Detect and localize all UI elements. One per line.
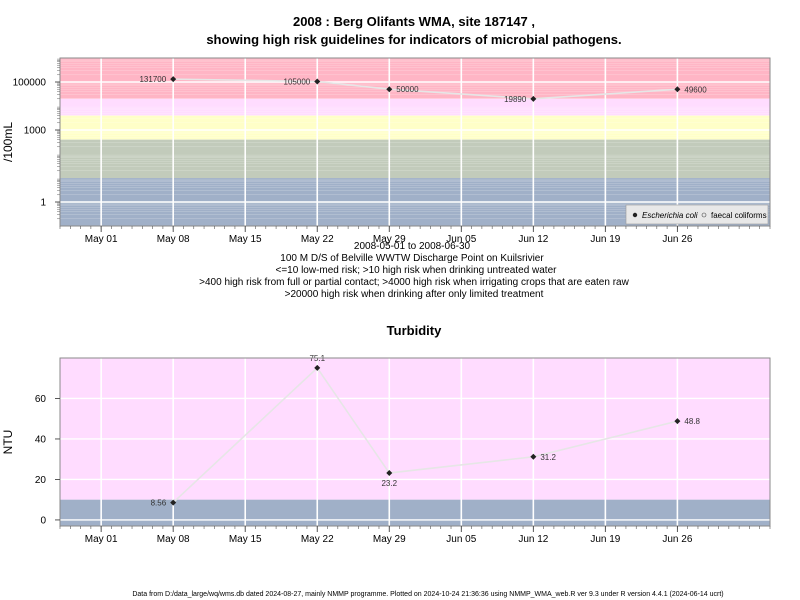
chart1-site-description: 100 M D/S of Belville WWTW Discharge Poi…	[280, 253, 544, 264]
chart1-axes: May 01 May 08 May 15 May 22 May 29 Jun 05 Jun …	[13, 58, 771, 245]
data-point	[530, 95, 537, 102]
data-label: 23.2	[381, 479, 397, 488]
chart1-guideline-3: >20000 high risk when drinking after onl…	[285, 289, 544, 300]
x-tick-label: Jun 26	[662, 234, 692, 245]
x-tick-label: Jun 12	[518, 234, 548, 245]
data-label: 50000	[396, 85, 419, 94]
x-tick-label: May 08	[157, 534, 190, 545]
x-tick-label: May 29	[373, 534, 406, 545]
x-tick-label: May 01	[85, 534, 118, 545]
data-point	[170, 76, 177, 83]
chart2-ylabel: NTU	[1, 430, 15, 455]
x-tick-label: May 15	[229, 534, 262, 545]
data-label: 49600	[684, 85, 707, 94]
legend-faecal-label: faecal coliforms	[711, 211, 767, 220]
chart1-subtitle: showing high risk guidelines for indicat…	[206, 32, 621, 47]
x-tick-label: Jun 05	[446, 534, 476, 545]
band-3	[60, 139, 770, 178]
band-2	[60, 115, 770, 140]
chart2-frame	[59, 357, 771, 527]
x-tick-label: Jun 19	[590, 534, 620, 545]
chart1-ylabel: /100mL	[1, 122, 15, 162]
y-tick-label: 100000	[13, 78, 47, 89]
data-point	[314, 78, 321, 85]
data-label: 48.8	[684, 417, 700, 426]
y-tick-label: 1	[40, 198, 46, 209]
data-label: 105000	[284, 77, 311, 86]
x-tick-label: May 15	[229, 234, 262, 245]
y-tick-label: 60	[35, 394, 47, 405]
x-tick-label: Jun 12	[518, 534, 548, 545]
y-tick-label: 20	[35, 475, 47, 486]
chart1-title: 2008 : Berg Olifants WMA, site 187147 ,	[293, 14, 535, 29]
band-1	[60, 499, 770, 526]
chart1-guideline-2: >400 high risk from full or partial cont…	[199, 277, 629, 288]
legend-faecal-marker	[701, 212, 707, 218]
data-point	[386, 469, 393, 476]
band-0	[60, 358, 770, 500]
footer-note: Data from D:/data_large/wq/wms.db dated …	[132, 591, 723, 598]
chart2-axes: May 01 May 08 May 15 May 22 May 29 Jun 05 Jun …	[35, 394, 771, 545]
chart1-date-range: 2008-05-01 to 2008-06-30	[354, 241, 471, 252]
data-point	[386, 86, 393, 93]
chart1-series: 131700 105000 50000 19890 49600	[139, 75, 707, 104]
band-1	[60, 98, 770, 116]
chart1-gridlines	[60, 58, 770, 226]
data-label: 19890	[504, 95, 527, 104]
data-point	[674, 86, 681, 93]
data-point	[170, 499, 177, 506]
chart1-legend: Escherichia coli faecal coliforms	[625, 204, 769, 225]
band-0	[60, 58, 770, 99]
x-tick-label: Jun 26	[662, 534, 692, 545]
data-point	[530, 453, 537, 460]
data-label: 31.2	[540, 453, 556, 462]
x-tick-label: Jun 19	[590, 234, 620, 245]
data-point	[674, 418, 681, 425]
x-tick-label: May 22	[301, 534, 334, 545]
chart1-frame	[59, 57, 771, 227]
y-tick-label: 1000	[24, 126, 47, 137]
data-label: 8.56	[151, 499, 167, 508]
chart2-bands	[60, 358, 770, 526]
chart1-guideline-1: <=10 low-med risk; >10 high risk when dr…	[276, 265, 558, 276]
x-tick-label: May 08	[157, 234, 190, 245]
x-tick-label: May 01	[85, 234, 118, 245]
chart2-title: Turbidity	[387, 323, 442, 338]
y-tick-label: 40	[35, 434, 47, 445]
legend-ecoli-marker	[632, 212, 638, 218]
data-point	[314, 364, 321, 371]
legend-ecoli-label: Escherichia coli	[642, 211, 698, 220]
x-tick-label: May 22	[301, 234, 334, 245]
x-tick-label: Jun 05	[446, 234, 476, 245]
data-label: 131700	[139, 75, 166, 84]
x-tick-label: May 29	[373, 234, 406, 245]
y-tick-label: 0	[40, 515, 46, 526]
chart2-gridlines	[60, 358, 770, 526]
